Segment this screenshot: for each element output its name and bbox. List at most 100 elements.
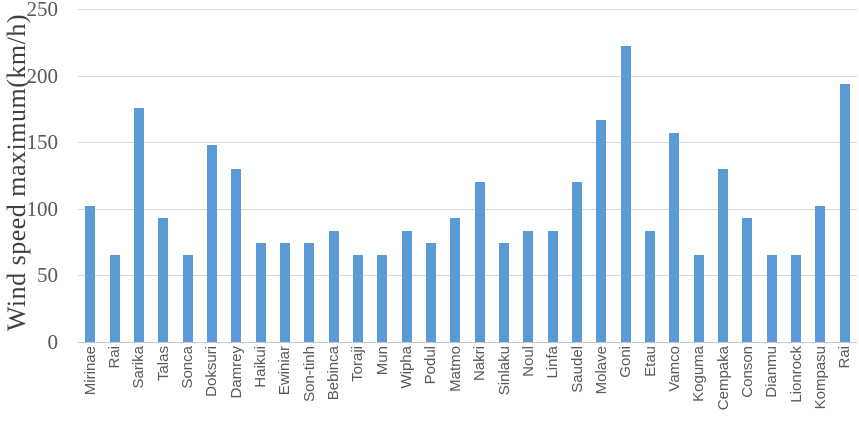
x-tick-label: Ewiniar	[276, 346, 294, 396]
bar-slot	[346, 9, 370, 342]
bar-podul	[425, 243, 436, 342]
y-tick-label: 150	[26, 130, 59, 155]
x-label-cell: Doksuri	[200, 346, 224, 426]
y-tick-label: 100	[26, 196, 59, 221]
x-label-cell: Rai	[102, 346, 126, 426]
bar-lionrock	[791, 255, 802, 342]
x-label-cell: Cempaka	[711, 346, 735, 426]
x-tick-label: Molave	[592, 346, 610, 395]
bar-dianmu	[766, 255, 777, 342]
bar-slot	[589, 9, 613, 342]
bar-slot	[102, 9, 126, 342]
x-tick-label: Rai	[106, 346, 124, 369]
x-label-cell: Etau	[638, 346, 662, 426]
bar-slot	[419, 9, 443, 342]
x-tick-label: Rai	[836, 346, 854, 369]
bar-toraji	[352, 255, 363, 342]
bar-slot	[78, 9, 102, 342]
bar-slot	[297, 9, 321, 342]
bar-sinlaku	[499, 243, 510, 342]
gridline	[78, 142, 857, 144]
bar-doksuri	[206, 144, 217, 342]
x-tick-label: Sarika	[130, 346, 148, 389]
bar-slot	[638, 9, 662, 342]
x-tick-label: Saudel	[568, 346, 586, 393]
x-tick-label: Matmo	[446, 346, 464, 392]
x-tick-label: Sinlaku	[495, 346, 513, 396]
bar-etau	[645, 231, 656, 342]
bar-slot	[224, 9, 248, 342]
bar-slot	[735, 9, 759, 342]
x-label-cell: Rai	[833, 346, 857, 426]
bar-slot	[565, 9, 589, 342]
x-label-cell: Bebinca	[321, 346, 345, 426]
x-label-cell: Wipha	[394, 346, 418, 426]
bar-haikui	[255, 243, 266, 342]
bar-son-tinh	[304, 243, 315, 342]
x-label-cell: Molave	[589, 346, 613, 426]
x-label-cell: Saudel	[565, 346, 589, 426]
bar-slot	[687, 9, 711, 342]
bar-wipha	[401, 231, 412, 342]
x-label-cell: Podul	[419, 346, 443, 426]
plot-area	[78, 9, 857, 343]
bar-goni	[620, 46, 631, 342]
bar-slot	[175, 9, 199, 342]
x-label-cell: Haikui	[248, 346, 272, 426]
bar-rai	[109, 255, 120, 342]
bar-slot	[468, 9, 492, 342]
bar-sarika	[133, 107, 144, 342]
gridline	[78, 9, 857, 10]
bar-ewiniar	[279, 243, 290, 342]
gridline	[78, 275, 857, 277]
x-label-cell: Lionrock	[784, 346, 808, 426]
bar-molave	[596, 119, 607, 342]
bars-row	[78, 9, 857, 342]
x-tick-label: Mun	[373, 346, 391, 376]
x-axis-tick-labels: Mirinae Rai Sarika Talas Sonca Doksuri Damrey H…	[78, 346, 857, 426]
bar-saudel	[572, 182, 583, 342]
bar-linfa	[547, 231, 558, 342]
bar-cempaka	[718, 168, 729, 342]
x-label-cell: Son-tinh	[297, 346, 321, 426]
x-tick-label: Noul	[519, 346, 537, 377]
x-label-cell: Conson	[735, 346, 759, 426]
x-tick-label: Kompasu	[811, 346, 829, 410]
bar-noul	[523, 231, 534, 342]
x-label-cell: Matmo	[443, 346, 467, 426]
bar-slot	[443, 9, 467, 342]
x-tick-label: Linfa	[544, 346, 562, 379]
x-axis-line	[78, 342, 857, 343]
x-tick-label: Conson	[738, 346, 756, 398]
bar-mun	[377, 255, 388, 342]
bar-talas	[158, 218, 169, 342]
y-tick-label: 50	[37, 263, 58, 288]
bar-mirinae	[85, 206, 96, 342]
bar-matmo	[450, 218, 461, 342]
bar-slot	[151, 9, 175, 342]
x-label-cell: Ewiniar	[273, 346, 297, 426]
x-label-cell: Toraji	[346, 346, 370, 426]
x-tick-label: Son-tinh	[300, 346, 318, 402]
x-tick-label: Vamco	[665, 346, 683, 392]
bar-bebinca	[328, 231, 339, 342]
x-tick-label: Bebinca	[325, 346, 343, 401]
x-label-cell: Dianmu	[760, 346, 784, 426]
bar-slot	[321, 9, 345, 342]
x-tick-label: Wipha	[398, 346, 416, 389]
x-label-cell: Talas	[151, 346, 175, 426]
x-label-cell: Goni	[614, 346, 638, 426]
x-tick-label: Haikui	[252, 346, 270, 388]
bar-slot	[370, 9, 394, 342]
bar-slot	[273, 9, 297, 342]
x-tick-label: Nakri	[471, 346, 489, 382]
y-axis-tick-labels: 0 50 100 150 200 250	[0, 0, 59, 353]
x-label-cell: Sinlaku	[492, 346, 516, 426]
x-tick-label: Damrey	[227, 346, 245, 399]
bar-slot	[200, 9, 224, 342]
bar-damrey	[231, 168, 242, 342]
bar-slot	[516, 9, 540, 342]
x-tick-label: Cempaka	[714, 346, 732, 411]
bar-sonca	[182, 255, 193, 342]
